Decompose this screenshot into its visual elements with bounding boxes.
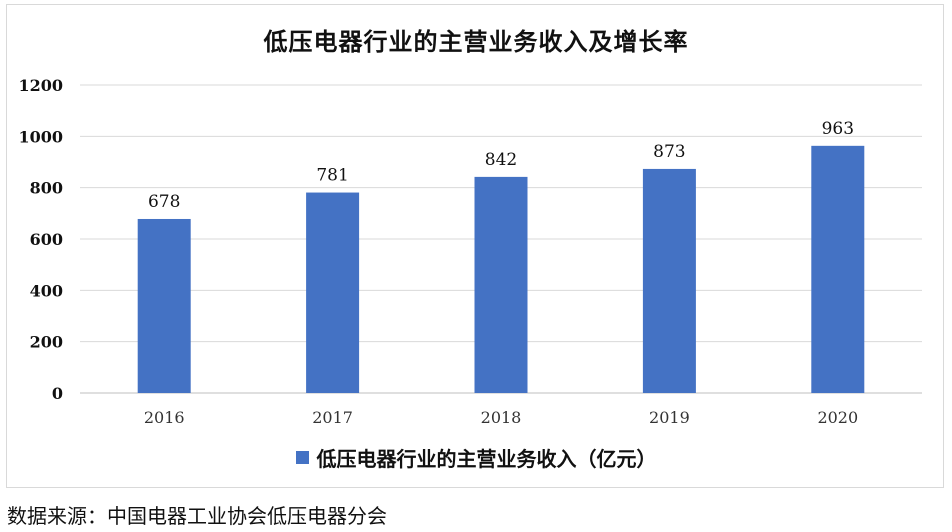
x-tick-label: 2019 <box>649 408 690 427</box>
bar <box>642 168 696 393</box>
y-axis: 0 200 400 600 800 1000 1200 <box>18 76 63 403</box>
legend-swatch <box>295 451 309 464</box>
y-tick-label: 200 <box>30 333 63 352</box>
data-labels: 678 781 842 873 963 <box>148 119 854 212</box>
x-axis: 2016 2017 2018 2019 2020 <box>144 408 858 427</box>
y-tick-label: 600 <box>30 230 63 249</box>
bar <box>137 218 191 393</box>
legend-label: 低压电器行业的主营业务收入（亿元） <box>316 447 657 471</box>
data-label: 842 <box>485 150 517 170</box>
x-tick-label: 2018 <box>481 408 522 427</box>
bar <box>811 145 865 393</box>
x-tick-label: 2020 <box>817 408 858 427</box>
x-tick-label: 2016 <box>144 408 185 427</box>
y-tick-label: 0 <box>52 384 63 403</box>
data-label: 873 <box>653 142 685 162</box>
bar <box>474 176 528 393</box>
data-label: 963 <box>822 119 854 139</box>
bar <box>306 192 360 393</box>
data-label: 678 <box>148 192 180 212</box>
source-note: 数据来源：中国电器工业协会低压电器分会 <box>7 504 387 528</box>
legend: 低压电器行业的主营业务收入（亿元） <box>0 443 952 472</box>
y-tick-label: 1200 <box>18 76 63 95</box>
x-tick-label: 2017 <box>312 408 353 427</box>
data-label: 781 <box>316 166 348 186</box>
bars <box>137 145 865 393</box>
chart-title: 低压电器行业的主营业务收入及增长率 <box>263 28 689 56</box>
y-tick-label: 800 <box>30 179 63 198</box>
y-tick-label: 400 <box>30 281 63 300</box>
y-tick-label: 1000 <box>18 127 63 146</box>
